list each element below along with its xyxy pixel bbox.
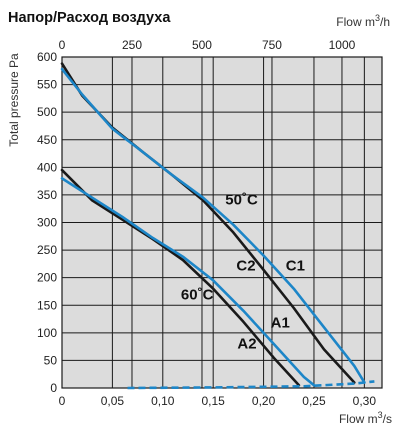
x-tick-label: 0,15 bbox=[202, 394, 226, 408]
y-tick-label: 500 bbox=[37, 105, 57, 119]
y-tick-label: 250 bbox=[37, 243, 57, 257]
y-tick-label: 400 bbox=[37, 160, 57, 174]
top-axis-label: Flow m3/h bbox=[336, 13, 390, 29]
top-tick-label: 250 bbox=[122, 38, 142, 52]
curve-label: A2 bbox=[237, 335, 256, 352]
series-line-a1 bbox=[60, 177, 316, 387]
curve-label: 50˚C bbox=[225, 191, 258, 208]
x-tick-label: 0,10 bbox=[151, 394, 175, 408]
x-axis-label: Flow m3/s bbox=[339, 410, 392, 426]
dashed-line bbox=[127, 380, 375, 390]
y-tick-label: 0 bbox=[50, 381, 57, 395]
y-tick-label: 200 bbox=[37, 271, 57, 285]
top-tick-label: 0 bbox=[59, 38, 66, 52]
series-lines bbox=[60, 62, 375, 390]
series-line-c1 bbox=[60, 67, 366, 384]
series-line-a2 bbox=[60, 168, 301, 387]
curve-label: A1 bbox=[271, 314, 290, 331]
y-tick-label: 300 bbox=[37, 216, 57, 230]
x-tick-labels: 0 0,05 0,10 0,15 0,20 0,25 0,30 bbox=[59, 394, 377, 408]
top-tick-label: 500 bbox=[192, 38, 212, 52]
chart-title: Напор/Расход воздуха bbox=[8, 10, 171, 26]
curve-labels: 50˚C C2 C1 60˚C A1 A2 bbox=[181, 191, 305, 352]
y-tick-label: 100 bbox=[37, 326, 57, 340]
top-tick-labels: 0 250 500 750 1000 bbox=[59, 38, 356, 52]
y-tick-label: 150 bbox=[37, 298, 57, 312]
x-tick-label: 0,05 bbox=[101, 394, 125, 408]
curve-label: C1 bbox=[286, 257, 305, 274]
x-tick-label: 0 bbox=[59, 394, 66, 408]
y-tick-labels: 0 50 100 150 200 250 300 350 400 450 500 550 600 bbox=[37, 50, 57, 395]
x-tick-label: 0,30 bbox=[353, 394, 377, 408]
y-tick-label: 600 bbox=[37, 50, 57, 64]
curve-label: C2 bbox=[236, 257, 255, 274]
curve-label: 60˚C bbox=[181, 287, 214, 304]
top-tick-label: 1000 bbox=[329, 38, 356, 52]
y-tick-label: 450 bbox=[37, 133, 57, 147]
y-tick-label: 350 bbox=[37, 188, 57, 202]
y-tick-label: 50 bbox=[44, 353, 58, 367]
x-tick-label: 0,25 bbox=[302, 394, 326, 408]
y-tick-label: 550 bbox=[37, 78, 57, 92]
y-axis-label: Total pressure Pa bbox=[7, 53, 21, 147]
x-tick-label: 0,20 bbox=[252, 394, 276, 408]
top-tick-label: 750 bbox=[262, 38, 282, 52]
